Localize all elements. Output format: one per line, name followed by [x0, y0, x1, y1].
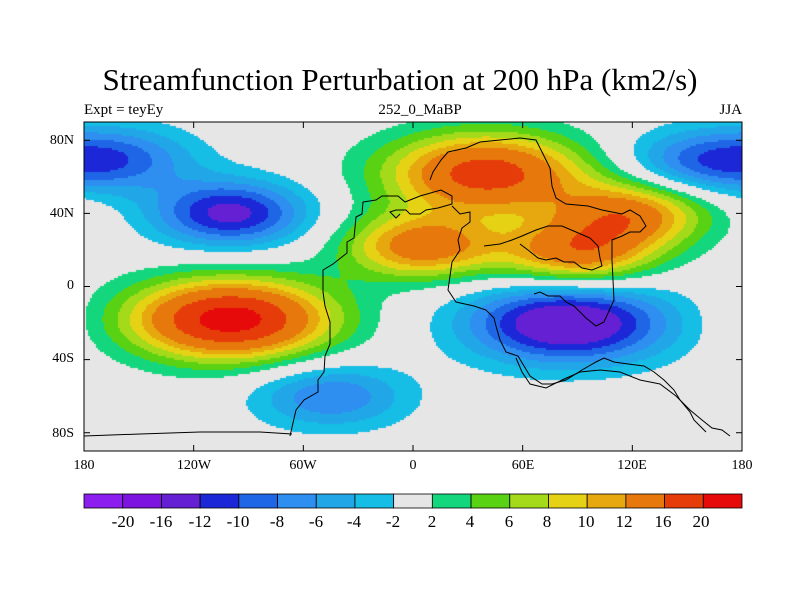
axis-ticks — [83, 122, 743, 451]
colorbar-swatch — [238, 493, 278, 509]
colorbar-label: -12 — [188, 512, 212, 531]
colorbar-label: 20 — [692, 512, 710, 531]
lat-label-40n: 40N — [49, 206, 74, 221]
colorbar-label: -8 — [269, 512, 285, 531]
lon-label-120w: 120W — [176, 458, 212, 473]
continent-north-coastline — [429, 137, 647, 327]
colorbar-swatch — [664, 493, 704, 509]
colorbar-swatch — [122, 493, 162, 509]
continent-east-coastline — [483, 225, 603, 271]
colorbar-label: -10 — [226, 512, 250, 531]
lon-label-180e: 180 — [731, 458, 753, 473]
colorbar-label: -2 — [385, 512, 401, 531]
lat-label-80n: 80N — [49, 133, 74, 148]
colorbar-swatch — [354, 493, 395, 509]
colorbar-label: 12 — [615, 512, 633, 531]
colorbar-swatch — [393, 493, 433, 509]
continent-south-coastline — [515, 357, 731, 437]
colorbar-label: 2 — [427, 512, 437, 531]
colorbar-swatch — [509, 493, 549, 509]
continent-americas-coastline — [289, 189, 453, 437]
season-label: JJA — [719, 102, 742, 118]
colorbar-label: -16 — [149, 512, 173, 531]
continent-central-coastline — [447, 205, 707, 433]
lon-label-180w: 180 — [73, 458, 95, 473]
lon-label-60e: 60E — [511, 458, 535, 473]
lat-label-equator: 0 — [67, 278, 74, 293]
colorbar-label: 10 — [577, 512, 595, 531]
plot-title: Streamfunction Perturbation at 200 hPa (… — [102, 62, 698, 97]
colorbar-label: 4 — [465, 512, 475, 531]
contour-field — [84, 122, 742, 451]
lat-label-80s: 80S — [52, 426, 74, 441]
colorbar-label: 8 — [542, 512, 552, 531]
colorbar-swatch — [199, 493, 240, 509]
case-label: 252_0_MaBP — [378, 102, 462, 118]
lon-label-0: 0 — [409, 458, 417, 473]
colorbar-label: -6 — [308, 512, 324, 531]
colorbar-swatch — [548, 493, 588, 509]
colorbar-swatch — [586, 493, 627, 509]
experiment-label: Expt = teyEy — [84, 102, 164, 118]
lon-label-60w: 60W — [289, 458, 317, 473]
colorbar-label: -20 — [111, 512, 135, 531]
colorbar-swatch — [315, 493, 356, 509]
colorbar-swatch — [702, 493, 743, 509]
colorbar-swatch — [470, 493, 511, 509]
contour-fill-layer — [84, 122, 742, 451]
colorbar-swatch — [277, 493, 317, 509]
lat-label-40s: 40S — [52, 351, 74, 366]
colorbar-label: -4 — [346, 512, 362, 531]
coastline-layer — [84, 137, 731, 437]
colorbar-label: 6 — [504, 512, 514, 531]
colorbar-swatch — [161, 493, 201, 509]
continent-antarctic-coastline — [84, 431, 293, 437]
colorbar-swatch — [431, 493, 472, 509]
colorbar — [83, 493, 743, 509]
colorbar-swatch — [625, 493, 665, 509]
lon-label-120e: 120E — [617, 458, 647, 473]
colorbar-label: 16 — [654, 512, 672, 531]
colorbar-swatch — [83, 493, 124, 509]
